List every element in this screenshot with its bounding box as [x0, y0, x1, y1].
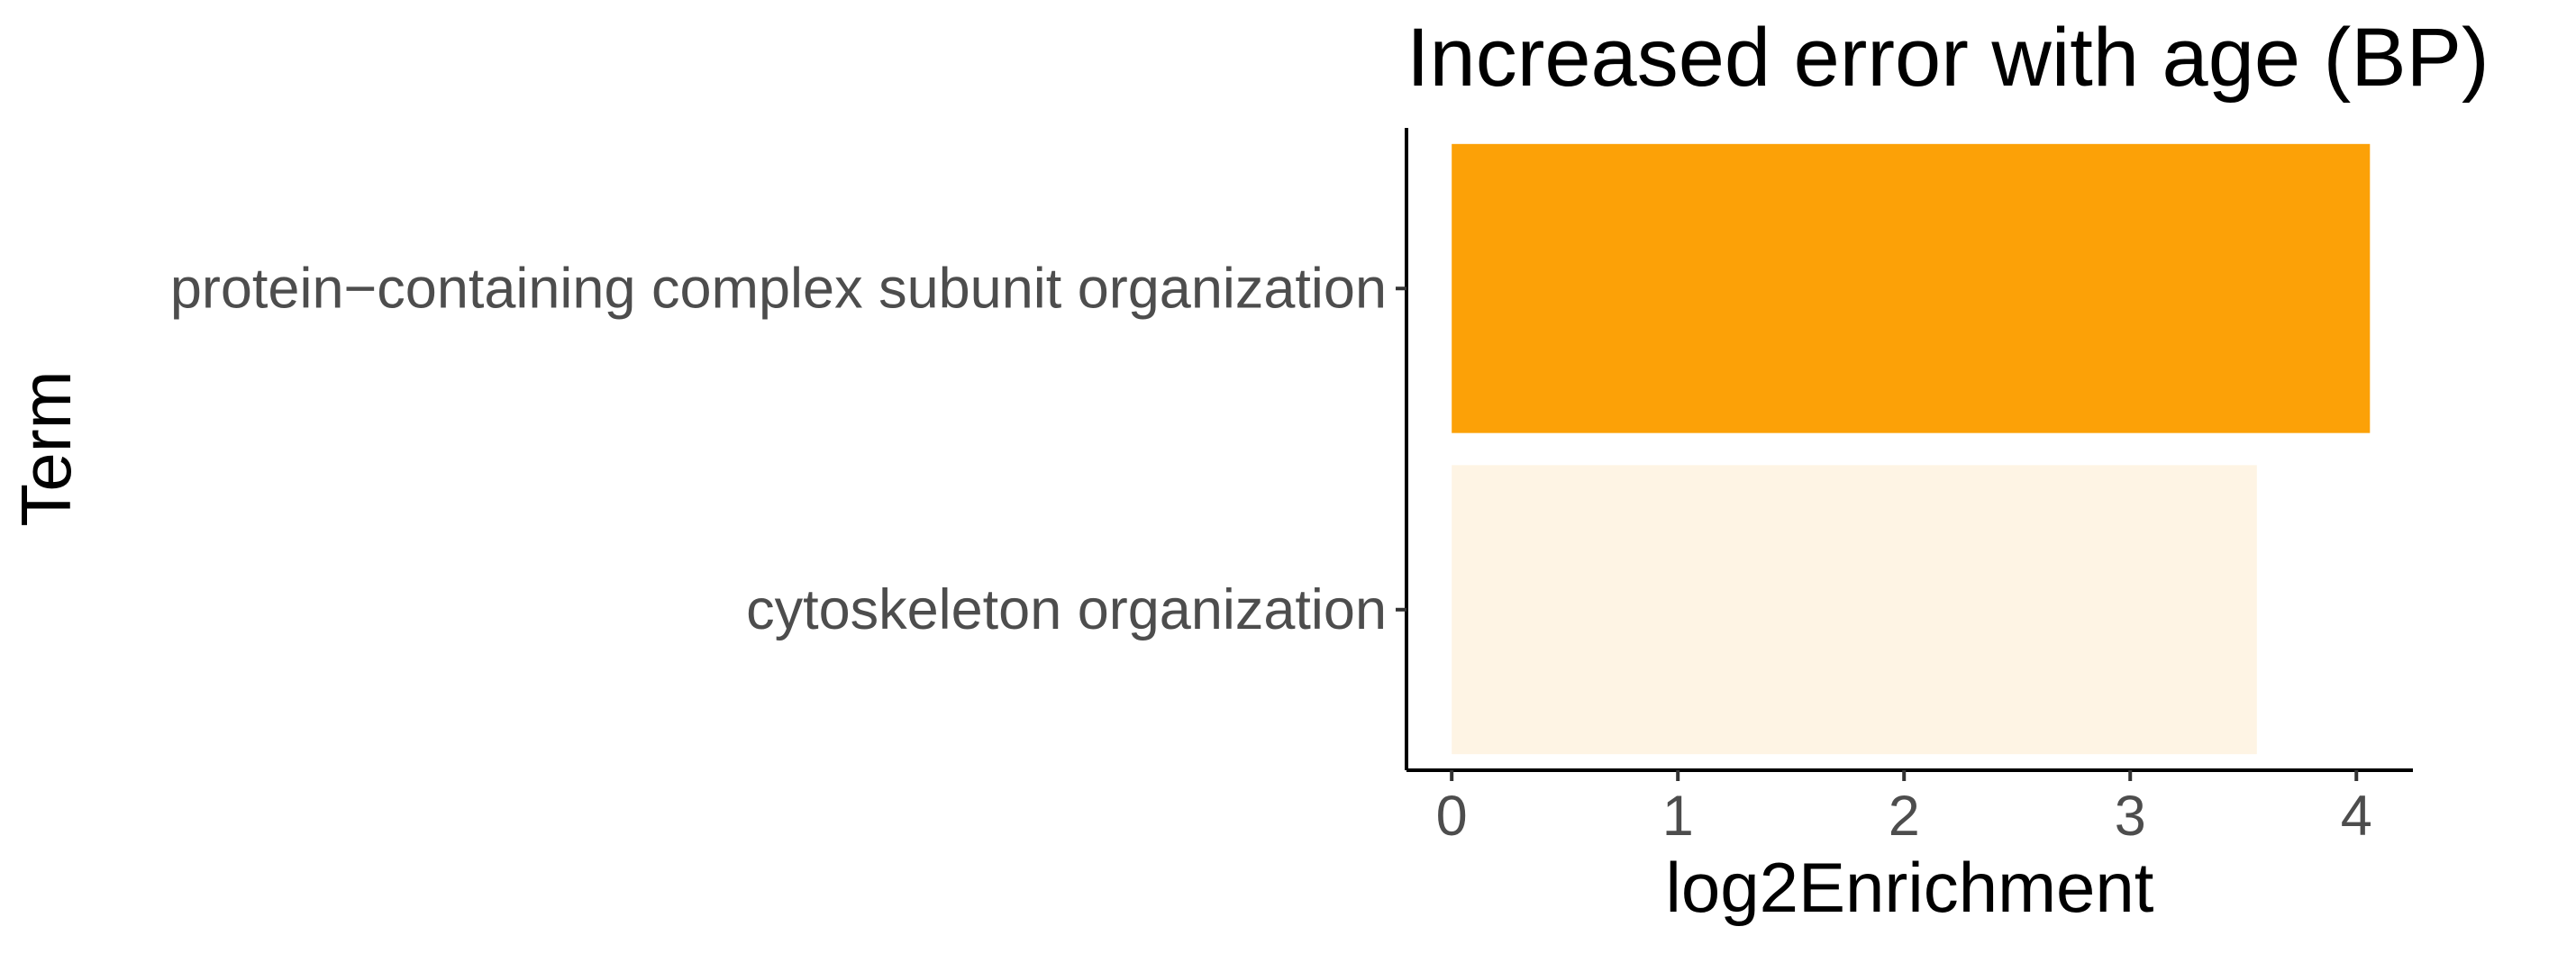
x-tick-label-0: 0: [1436, 785, 1468, 848]
bars-layer: [1452, 143, 2371, 755]
x-tick-label-3: 3: [2115, 785, 2146, 848]
y-ticks-layer: protein−containing complex subunit organ…: [170, 257, 1406, 641]
bar-1: [1452, 465, 2257, 755]
x-ticks-layer: 0 1 2 3 4: [1436, 770, 2372, 848]
x-axis-title: log2Enrichment: [1666, 848, 2154, 927]
bar-0: [1452, 143, 2371, 433]
x-tick-label-4: 4: [2341, 785, 2372, 848]
y-tick-label-1: cytoskeleton organization: [746, 578, 1387, 641]
y-tick-label-0: protein−containing complex subunit organ…: [170, 257, 1387, 320]
x-tick-label-1: 1: [1662, 785, 1694, 848]
x-tick-label-2: 2: [1889, 785, 1920, 848]
y-axis-title: Term: [6, 370, 86, 526]
chart-title: Increased error with age (BP): [1406, 12, 2490, 104]
